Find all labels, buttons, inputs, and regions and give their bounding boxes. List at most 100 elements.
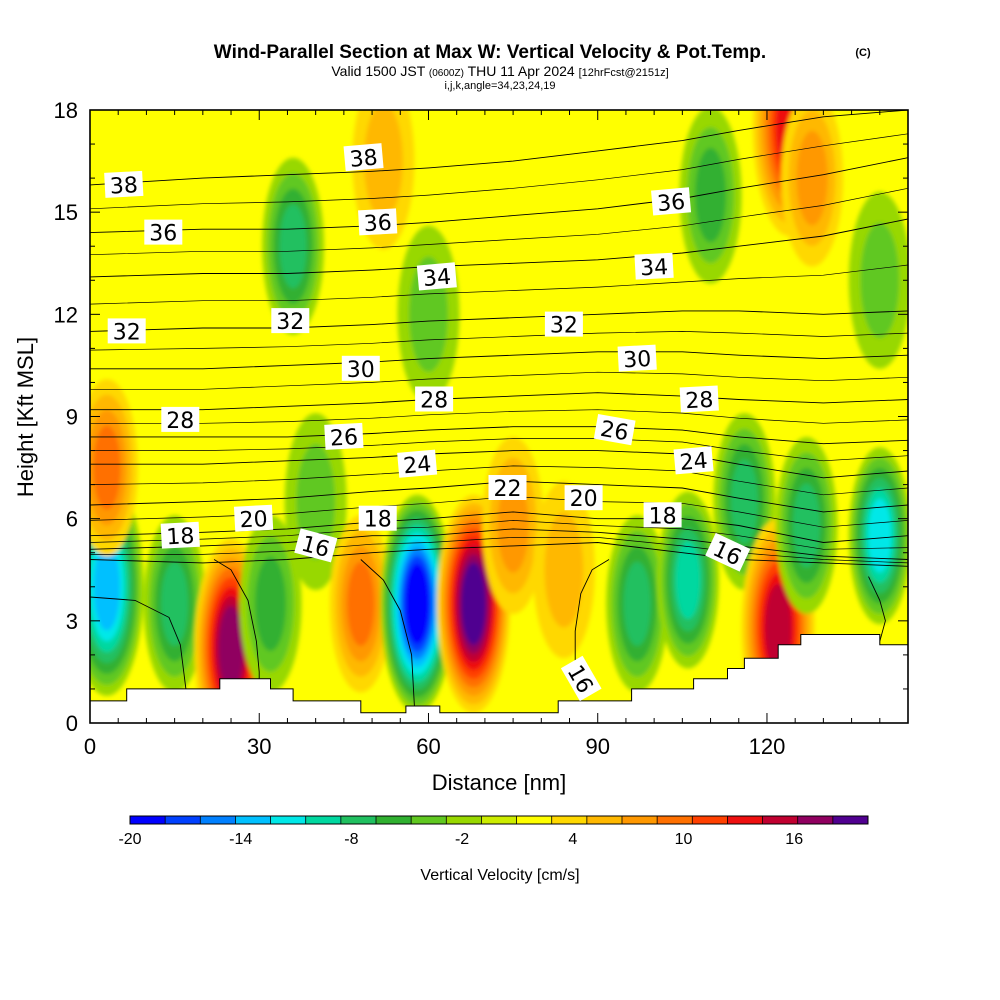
contour-label-text: 18 [649,504,677,529]
contour-label-box [544,311,583,337]
contour-labels: 3836322818201632263036381824283422322016… [104,143,751,702]
y-axis-label: Height [Kft MSL] [13,337,38,497]
vv-cell-11-level-9 [461,562,486,645]
contour-label-24: 18 [643,502,682,529]
theta-16-dome-2 [360,559,415,707]
theta-contour-mid-9 [90,187,908,256]
theta-contour-mid-3 [90,465,908,496]
contour-label-5: 20 [233,504,274,533]
contour-label-box [358,208,398,236]
contour-label-16: 22 [488,475,527,502]
x-tick-label: 90 [585,734,609,759]
contour-label-0: 38 [104,170,144,200]
chart-title-mark: (C) [855,47,871,59]
theta-16-dome-0 [90,596,187,689]
contour-label-10: 36 [358,208,398,237]
colorbar-swatch-11 [516,816,553,824]
contour-label-text: 36 [149,222,177,247]
colorbar-swatch-7 [376,816,412,824]
theta-contour-38 [90,110,908,186]
theta-contour-mid-4 [90,438,908,462]
contour-label-text: 34 [422,265,452,292]
colorbar-swatch-9 [446,816,482,824]
contour-label-7: 32 [271,308,310,335]
contour-label-13: 24 [397,449,438,479]
colorbar-tick-label: -14 [229,831,252,848]
contour-label-box [705,532,751,572]
theta-contour-34 [90,218,908,278]
colorbar-swatch-3 [235,816,272,824]
contour-label-text: 26 [598,417,630,446]
contour-label-2: 32 [107,318,146,345]
y-tick-label: 18 [54,98,78,123]
contour-label-box [358,505,397,531]
contour-label-4: 18 [160,521,200,550]
theta-16-dome-1 [213,559,260,689]
contour-label-text: 36 [656,190,686,217]
contour-label-14: 28 [415,386,454,414]
contour-label-box [144,219,183,245]
contour-label-12: 18 [358,505,397,533]
colorbar-swatch-1 [165,816,201,824]
theta-contour-30 [90,351,908,370]
vv-cell-0-level-7 [93,543,120,631]
terrain-profile [90,634,908,723]
contour-label-box [679,385,719,413]
chart-subtitle-indices: i,j,k,angle=34,23,24,19 [444,80,555,92]
contour-label-box [104,170,144,198]
theta-contour-mid-5 [90,409,908,424]
contour-label-box [416,262,457,291]
contour-label-box [107,318,146,344]
contour-label-box [271,308,310,334]
y-tick-label: 12 [54,302,78,327]
colorbar-swatch-0 [130,816,166,824]
chart-title: Wind-Parallel Section at Max W: Vertical… [214,42,766,63]
vv-cell-20-level-4 [792,483,821,568]
contour-label-text: 36 [363,211,392,237]
contour-label-text: 20 [239,507,268,533]
contour-label-box [161,406,200,432]
contour-label-text: 28 [166,409,194,434]
colorbar-tick-label: -8 [344,831,358,848]
colorbar-swatch-16 [692,816,728,824]
vv-cell-17-level-4 [730,459,759,544]
y-tick-label: 15 [54,200,78,225]
x-axis-label: Distance [nm] [432,770,567,795]
contour-label-box [341,355,380,381]
contour-label-25: 28 [679,385,719,414]
contour-label-19: 16 [560,655,602,702]
theta-contour-18 [90,528,908,560]
colorbar-swatch-19 [797,816,834,824]
contour-label-26: 24 [673,446,714,476]
theta-contour-mid-6 [90,371,908,390]
colorbar-label: Vertical Velocity [cm/s] [420,867,579,884]
contour-label-17: 32 [544,311,583,339]
contour-label-text: 18 [364,508,392,533]
contour-label-text: 32 [550,314,578,339]
contour-label-text: 38 [109,173,138,199]
contour-label-box [160,521,200,549]
vv-cell-4-level-3 [255,556,286,651]
colorbar-tick-label: 16 [785,831,803,848]
theta-contour-26 [90,426,908,445]
vv-cell-21-level-3 [796,130,828,226]
colorbar-swatch-18 [762,816,799,824]
colorbar-swatch-17 [727,816,764,824]
theta-contour-28 [90,392,908,411]
contour-label-text: 22 [494,477,522,502]
subtitle-valid: Valid 1500 JST [331,63,425,79]
contour-label-23: 36 [651,187,692,217]
contour-label-21: 30 [617,344,657,373]
contour-label-3: 28 [161,406,200,434]
colorbar-swatch-2 [200,816,236,824]
contour-label-text: 32 [113,320,141,345]
vv-cell-14-level-4 [623,561,651,646]
contour-label-box [634,252,674,280]
contour-label-box [617,344,657,372]
theta-contour-mid-1 [90,520,908,550]
vv-cell-13-level-2 [544,512,584,628]
colorbar-tick-label: -2 [455,831,469,848]
contour-label-text: 24 [679,449,709,476]
x-tick-label: 0 [84,734,96,759]
